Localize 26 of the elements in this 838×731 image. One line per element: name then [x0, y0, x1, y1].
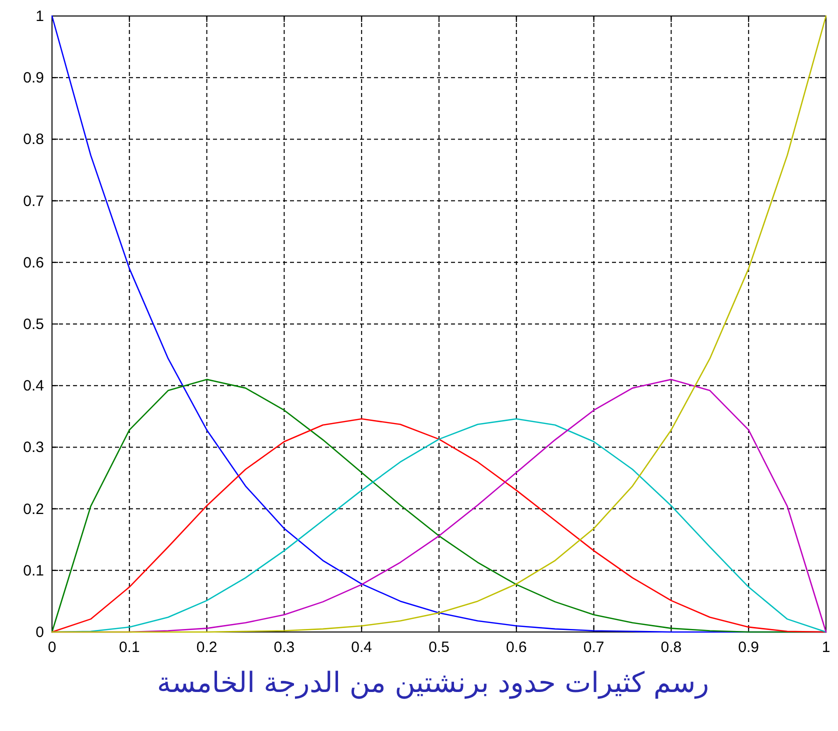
x-tick-label: 0.5 [428, 639, 450, 656]
x-tick-label: 1 [822, 639, 830, 656]
y-tick-label: 0.2 [23, 500, 44, 518]
y-tick-label: 0.7 [23, 192, 44, 210]
y-tick-label: 0.4 [23, 378, 44, 395]
y-tick-label: 0.9 [23, 70, 44, 87]
x-tick-label: 0.9 [738, 639, 760, 656]
y-tick-label: 0.1 [23, 562, 44, 580]
x-tick-label: 0.2 [196, 639, 218, 656]
y-tick-label: 0.8 [23, 131, 44, 148]
y-tick-label: 0.6 [23, 254, 44, 272]
line-series [51, 15, 827, 633]
text: رسم كثيرات حدود برنشتين من الدرجة الخامسة [156, 666, 710, 699]
x-tick-label: 0.8 [660, 639, 682, 656]
x-tick-label: 0.6 [506, 639, 527, 656]
y-tick-label: 0 [36, 624, 44, 641]
line-series [51, 418, 827, 633]
y-tick-label: 0.3 [23, 439, 44, 456]
x-tick-label: 0.3 [274, 639, 295, 656]
x-tick-label: 0.4 [351, 639, 372, 656]
y-tick-label: 0.5 [23, 316, 44, 333]
y-tick-label: 1 [36, 8, 44, 25]
line-series [51, 378, 827, 633]
x-tick-label: 0.7 [583, 639, 604, 656]
x-tick-label: 0 [48, 639, 56, 656]
x-tick-label: 0.1 [118, 639, 140, 656]
